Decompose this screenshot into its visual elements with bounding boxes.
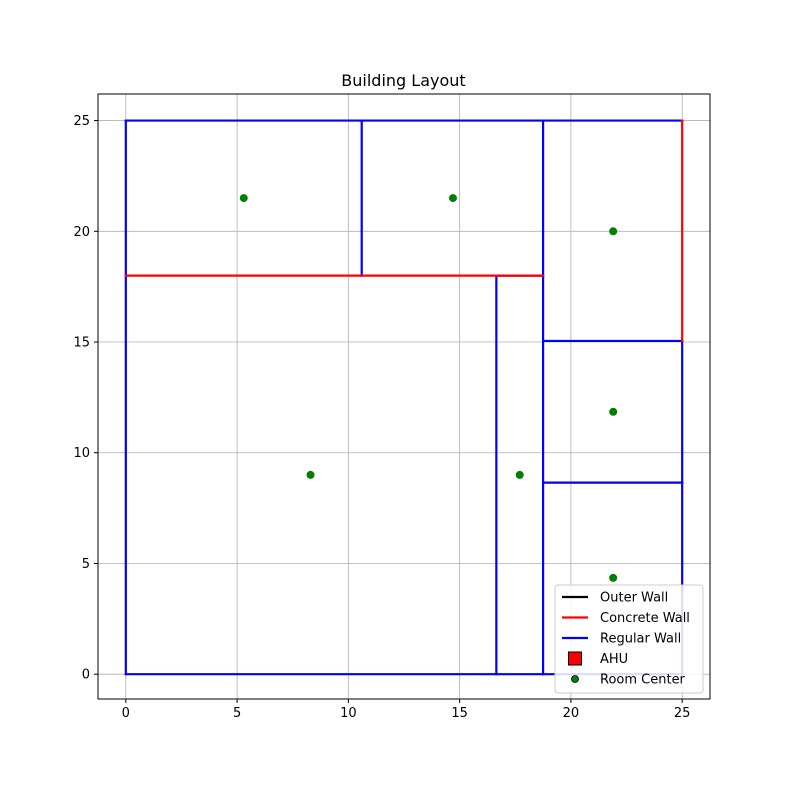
legend-label: Outer Wall [600, 591, 668, 606]
x-tick-label: 20 [563, 706, 580, 721]
y-tick-label: 5 [82, 557, 90, 572]
legend-label: Concrete Wall [600, 611, 690, 626]
legend: Outer Wall Concrete Wall Regular Wall AHU Ro… [554, 584, 704, 694]
room-centers [239, 194, 618, 582]
legend-label: AHU [600, 652, 628, 667]
chart-title: Building Layout [341, 71, 465, 90]
room-center-point [609, 227, 618, 236]
x-tick-label: 5 [233, 706, 241, 721]
legend-label: Room Center [600, 673, 686, 688]
legend-dot-swatch [571, 675, 579, 683]
room-center-point [239, 194, 248, 203]
y-tick-label: 20 [73, 225, 90, 240]
axes-border [97, 93, 711, 700]
x-tick-label: 10 [340, 706, 357, 721]
room-center-point [609, 407, 618, 416]
x-tick-label: 25 [674, 706, 691, 721]
room-center-point [609, 573, 618, 582]
x-tick-label: 15 [451, 706, 468, 721]
legend-box [554, 584, 704, 694]
room-center-point [515, 470, 524, 479]
y-tick-label: 15 [73, 336, 90, 351]
legend-label: Regular Wall [600, 632, 681, 647]
y-axis: 0 5 10 15 20 25 [73, 114, 98, 683]
y-tick-label: 10 [73, 446, 90, 461]
legend-square-swatch [568, 651, 582, 666]
x-axis: 0 5 10 15 20 25 [122, 699, 691, 721]
y-tick-label: 25 [73, 114, 90, 129]
room-center-point [306, 470, 315, 479]
y-tick-label: 0 [82, 668, 90, 683]
room-center-point [448, 194, 457, 203]
x-tick-label: 0 [122, 706, 130, 721]
